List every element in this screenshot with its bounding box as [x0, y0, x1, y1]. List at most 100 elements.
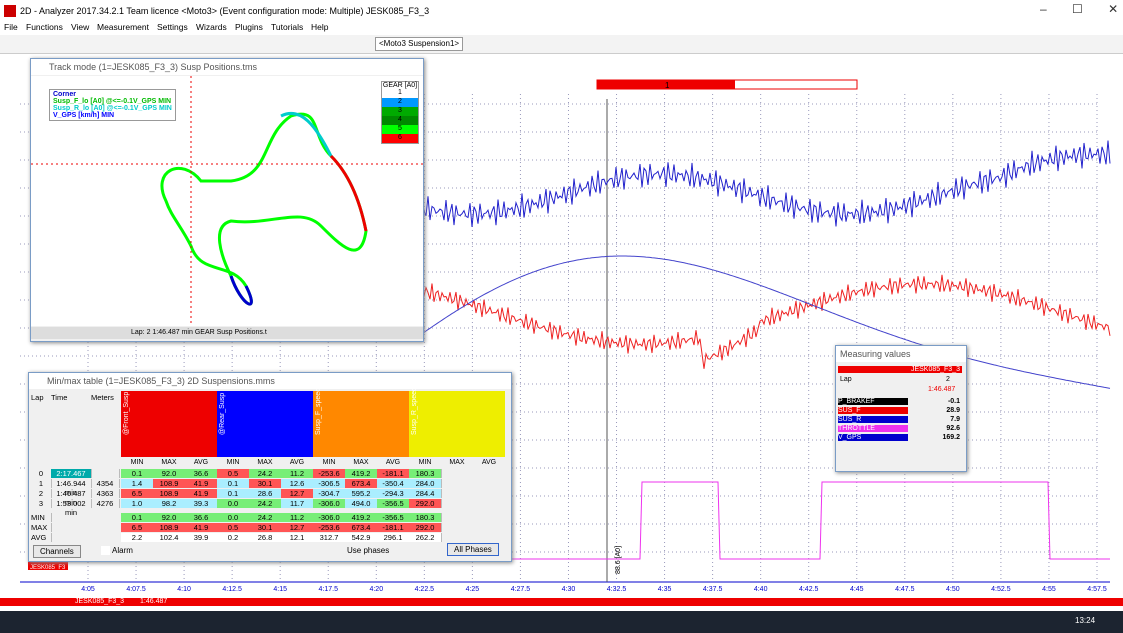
lap-time: 1:46.487 — [928, 386, 956, 393]
cell: 673.4 — [345, 479, 378, 488]
sub-header: MAX — [161, 459, 177, 466]
cell: 26.8 — [249, 533, 282, 542]
cell: 6.5 — [121, 523, 154, 532]
cell: 11.2 — [281, 513, 314, 522]
all-phases-button[interactable]: All Phases — [447, 543, 499, 556]
column-header: Meters — [91, 393, 114, 402]
cell: 24.2 — [249, 469, 282, 478]
cell: 284.0 — [409, 479, 442, 488]
menu-item[interactable]: Plugins — [235, 22, 263, 32]
group-header: @Rear_Susp — [219, 392, 226, 435]
x-tick-label: 4:40 — [754, 586, 768, 593]
legend-entry: Susp_R_lo [A0] @<=-0.1V_GPS MIN — [53, 105, 172, 112]
config-select[interactable]: <Moto3 Suspension1> — [375, 37, 464, 51]
channel-name: SUS_F — [838, 407, 908, 414]
x-tick-label: 4:45 — [850, 586, 864, 593]
table-title: Min/max table (1=JESK085_F3_3) 2D Suspen… — [29, 373, 511, 389]
gear-entry: 2 — [382, 98, 418, 107]
toolbar: <Moto3 Suspension1> — [0, 35, 1123, 54]
device-tag — [28, 562, 68, 570]
cell: 292.0 — [409, 499, 442, 508]
sub-header: MIN — [418, 459, 432, 466]
x-tick-label: 4:12.5 — [222, 586, 242, 593]
cell: 262.2 — [409, 533, 442, 542]
x-tick-label: 4:55 — [1042, 586, 1056, 593]
cell: 28.6 — [249, 489, 282, 498]
measure-window[interactable]: Measuring values JESK085_F3_3 Lap 2 1:46.48… — [835, 345, 967, 472]
channel-value: -0.1 — [947, 398, 960, 405]
cell: 41.9 — [185, 489, 218, 498]
cell: 0 — [31, 469, 52, 478]
cell: 180.3 — [409, 513, 442, 522]
cell: 6.5 — [121, 489, 154, 498]
menu-item[interactable]: Tutorials — [271, 22, 304, 32]
menu-item[interactable]: View — [71, 22, 90, 32]
cell: 0.0 — [217, 499, 250, 508]
menu-item[interactable]: Help — [311, 22, 329, 32]
cell: 30.1 — [249, 523, 282, 532]
speed-trace — [419, 140, 1111, 227]
cell: 11.2 — [281, 469, 314, 478]
app-icon — [4, 5, 16, 17]
cell: 12.6 — [281, 479, 314, 488]
cell: 0.2 — [217, 533, 250, 542]
cell: 4363 — [91, 489, 120, 498]
alarm-checkbox[interactable]: Alarm — [101, 546, 133, 555]
group-block — [217, 391, 313, 457]
table-window[interactable]: Min/max table (1=JESK085_F3_3) 2D Suspen… — [28, 372, 512, 562]
x-tick-label: 4:07.5 — [126, 586, 146, 593]
channel-value: 92.6 — [946, 425, 960, 432]
cell: 284.4 — [409, 489, 442, 498]
menu-item[interactable]: File — [4, 22, 18, 32]
cell: 419.2 — [345, 513, 378, 522]
cell: -253.6 — [313, 469, 346, 478]
status-bar: JESK085_F3_3 1:46.487 — [0, 598, 1123, 606]
cell: 1:53.002 min — [51, 499, 92, 517]
x-tick-label: 4:22.5 — [415, 586, 435, 593]
stat-label: MAX — [31, 523, 52, 532]
menu-item[interactable]: Measurement — [97, 22, 149, 32]
channel-value: 28.9 — [946, 407, 960, 414]
cell: 0.5 — [217, 469, 250, 478]
cell — [91, 469, 120, 478]
gear-title: GEAR [A0] — [382, 82, 418, 89]
menu-item[interactable]: Wizards — [196, 22, 227, 32]
throttle-trace — [420, 481, 1110, 560]
x-tick-label: 4:30 — [562, 586, 576, 593]
sub-header: MAX — [257, 459, 273, 466]
cell: -350.4 — [377, 479, 410, 488]
menu-bar: File Functions View Measurement Settings Wiza… — [0, 22, 1123, 34]
x-tick-label: 4:35 — [658, 586, 672, 593]
group-header: Susp_R_speed — [411, 387, 418, 435]
device-label: JESK085_F3 — [30, 565, 66, 571]
cell: -181.1 — [377, 523, 410, 532]
cell: 1.0 — [121, 499, 154, 508]
menu-item[interactable]: Functions — [26, 22, 63, 32]
cell: 1.4 — [121, 479, 154, 488]
x-tick-label: 4:10 — [177, 586, 191, 593]
gear-legend: GEAR [A0] 1 2 3 4 5 6 — [381, 81, 419, 144]
cell: 39.3 — [185, 499, 218, 508]
cell: 296.1 — [377, 533, 410, 542]
lap-marker — [597, 80, 735, 89]
legend-entry: Susp_F_lo [A0] @<=-0.1V_GPS MIN — [53, 98, 172, 105]
column-header: Lap — [31, 393, 44, 402]
cell: 1:46.487 min — [51, 489, 92, 507]
use-phases-label: Use phases — [347, 546, 390, 555]
measure-file: JESK085_F3_3 — [838, 366, 962, 373]
menu-item[interactable]: Settings — [157, 22, 188, 32]
cursor-label: 88.6 [A0] — [615, 546, 622, 574]
track-window[interactable]: Track mode (1=JESK085_F3_3) Susp Positio… — [30, 58, 424, 342]
gear-entry: 4 — [382, 116, 418, 125]
cell: 0.1 — [217, 479, 250, 488]
gear-entry: 1 — [382, 89, 418, 98]
window-controls[interactable]: – ☐ ✕ — [1040, 2, 1119, 16]
sub-header: AVG — [481, 459, 497, 466]
cell: 1:46.944 min — [51, 479, 92, 497]
cell: -306.0 — [313, 513, 346, 522]
x-tick-label: 4:15 — [273, 586, 287, 593]
cell: 36.6 — [185, 513, 218, 522]
channels-button[interactable]: Channels — [33, 545, 81, 558]
track-title: Track mode (1=JESK085_F3_3) Susp Positio… — [31, 59, 423, 75]
